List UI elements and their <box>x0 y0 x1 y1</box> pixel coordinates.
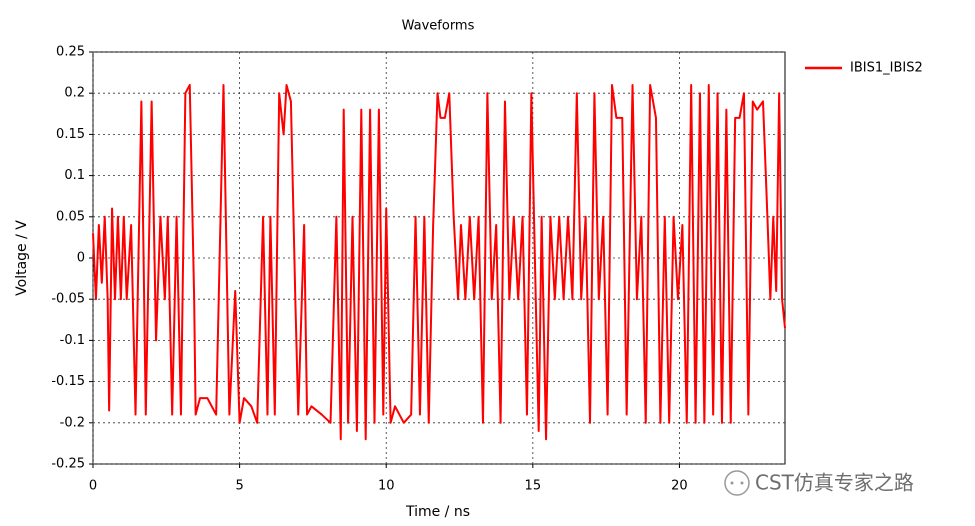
watermark-icon <box>724 470 750 496</box>
x-tick-label: 5 <box>235 479 243 494</box>
y-tick-label: -0.05 <box>51 292 85 307</box>
series-line <box>92 83 786 441</box>
y-tick-label: -0.2 <box>60 415 85 430</box>
y-tick-label: 0.2 <box>64 86 85 101</box>
x-axis-label: Time / ns <box>405 504 470 520</box>
y-tick-label: -0.25 <box>51 457 85 472</box>
x-tick-label: 0 <box>89 479 97 494</box>
y-tick-label: -0.1 <box>60 333 85 348</box>
x-tick-label: 15 <box>525 479 542 494</box>
y-tick-label: -0.15 <box>51 374 85 389</box>
y-tick-label: 0.15 <box>56 127 85 142</box>
watermark: CST仿真专家之路 <box>755 471 914 495</box>
y-tick-label: 0.05 <box>56 209 85 224</box>
legend-label: IBIS1_IBIS2 <box>850 61 923 76</box>
x-tick-label: 20 <box>671 479 688 494</box>
y-axis-label: Voltage / V <box>14 220 30 296</box>
chart-title: Waveforms <box>402 19 475 34</box>
y-tick-label: 0.25 <box>56 45 85 60</box>
x-tick-label: 10 <box>378 479 395 494</box>
y-tick-label: 0 <box>77 251 85 266</box>
y-tick-label: 0.1 <box>64 168 85 183</box>
